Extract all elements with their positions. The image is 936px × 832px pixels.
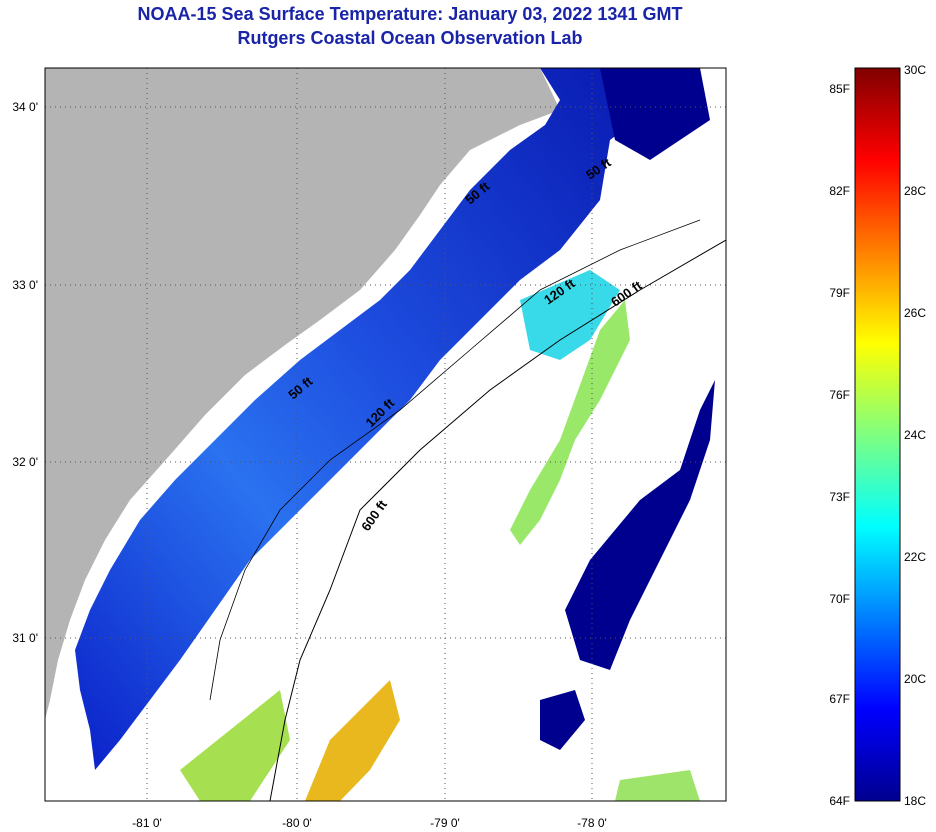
gulf-stream-filament [510, 300, 630, 545]
colorbar-f-label: 64F [829, 794, 850, 808]
colorbar-f-label: 67F [829, 692, 850, 706]
nearshore-sst-band [75, 68, 650, 770]
warm-yellow-patch [305, 680, 400, 801]
lat-label: 34 0' [12, 100, 38, 114]
colorbar-c-label: 24C [904, 428, 926, 442]
land-mass [45, 68, 560, 720]
colorbar-c-label: 30C [904, 63, 926, 77]
colorbar [854, 67, 901, 802]
lat-label: 33 0' [12, 278, 38, 292]
lon-label: -81 0' [132, 816, 162, 830]
colorbar-c-label: 22C [904, 550, 926, 564]
colorbar-c-label: 20C [904, 672, 926, 686]
cold-eddy-east [565, 380, 715, 670]
map-plot-area [45, 68, 726, 801]
colorbar-f-label: 73F [829, 490, 850, 504]
chart-subtitle: Rutgers Coastal Ocean Observation Lab [237, 28, 583, 48]
offshore-warm-patch [520, 270, 620, 360]
green-patch-se [615, 770, 700, 801]
lat-label: 32 0' [12, 455, 38, 469]
lon-label: -78 0' [577, 816, 607, 830]
lon-label: -80 0' [282, 816, 312, 830]
colorbar-c-label: 18C [904, 794, 926, 808]
cold-eddy-south [540, 690, 585, 750]
colorbar-f-label: 79F [829, 286, 850, 300]
lat-label: 31 0' [12, 631, 38, 645]
graticule [45, 68, 726, 801]
chart-title: NOAA-15 Sea Surface Temperature: January… [137, 4, 683, 24]
colorbar-f-label: 82F [829, 184, 850, 198]
colorbar-c-label: 28C [904, 184, 926, 198]
colorbar-c-label: 26C [904, 306, 926, 320]
isobath-600ft [269, 239, 726, 801]
warm-green-patch [180, 690, 290, 801]
lon-label: -79 0' [430, 816, 460, 830]
colorbar-f-label: 85F [829, 82, 850, 96]
colorbar-f-label: 76F [829, 388, 850, 402]
map-frame [44, 67, 727, 802]
colorbar-f-label: 70F [829, 592, 850, 606]
cold-patch-north [600, 68, 710, 160]
isobath-120ft [209, 219, 701, 701]
